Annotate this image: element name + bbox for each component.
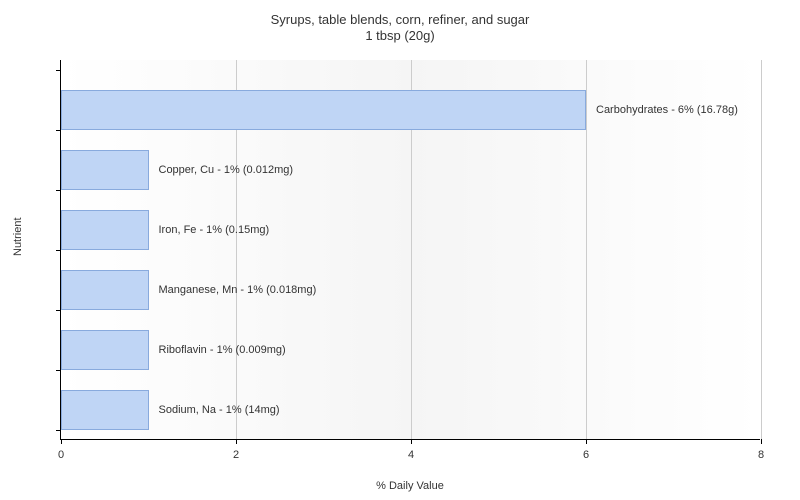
- x-tick: [586, 439, 587, 444]
- bar: [61, 390, 149, 430]
- bar-label: Manganese, Mn - 1% (0.018mg): [149, 270, 317, 310]
- x-tick: [61, 439, 62, 444]
- bar-label: Sodium, Na - 1% (14mg): [149, 390, 280, 430]
- gridline-v: [761, 60, 762, 439]
- bar-label: Iron, Fe - 1% (0.15mg): [149, 210, 270, 250]
- x-tick: [411, 439, 412, 444]
- bar-label: Riboflavin - 1% (0.009mg): [149, 330, 286, 370]
- x-tick-label: 2: [233, 449, 239, 461]
- y-tick: [56, 430, 61, 431]
- x-tick-label: 6: [583, 449, 589, 461]
- x-tick: [236, 439, 237, 444]
- bar: [61, 210, 149, 250]
- bar-label: Carbohydrates - 6% (16.78g): [586, 90, 738, 130]
- plot-area: 02468Carbohydrates - 6% (16.78g)Copper, …: [60, 60, 760, 440]
- x-tick-label: 4: [408, 449, 414, 461]
- bar: [61, 150, 149, 190]
- bar: [61, 270, 149, 310]
- chart-title-line2: 1 tbsp (20g): [0, 28, 800, 43]
- y-tick: [56, 310, 61, 311]
- x-axis-label: % Daily Value: [60, 480, 760, 492]
- y-axis-label: Nutrient: [12, 217, 24, 256]
- y-tick: [56, 70, 61, 71]
- y-tick: [56, 130, 61, 131]
- bar: [61, 90, 586, 130]
- y-tick: [56, 370, 61, 371]
- bar-label: Copper, Cu - 1% (0.012mg): [149, 150, 294, 190]
- y-tick: [56, 190, 61, 191]
- x-tick: [761, 439, 762, 444]
- y-tick: [56, 250, 61, 251]
- chart-container: Syrups, table blends, corn, refiner, and…: [0, 0, 800, 500]
- x-tick-label: 8: [758, 449, 764, 461]
- bar: [61, 330, 149, 370]
- chart-title-line1: Syrups, table blends, corn, refiner, and…: [0, 12, 800, 27]
- x-tick-label: 0: [58, 449, 64, 461]
